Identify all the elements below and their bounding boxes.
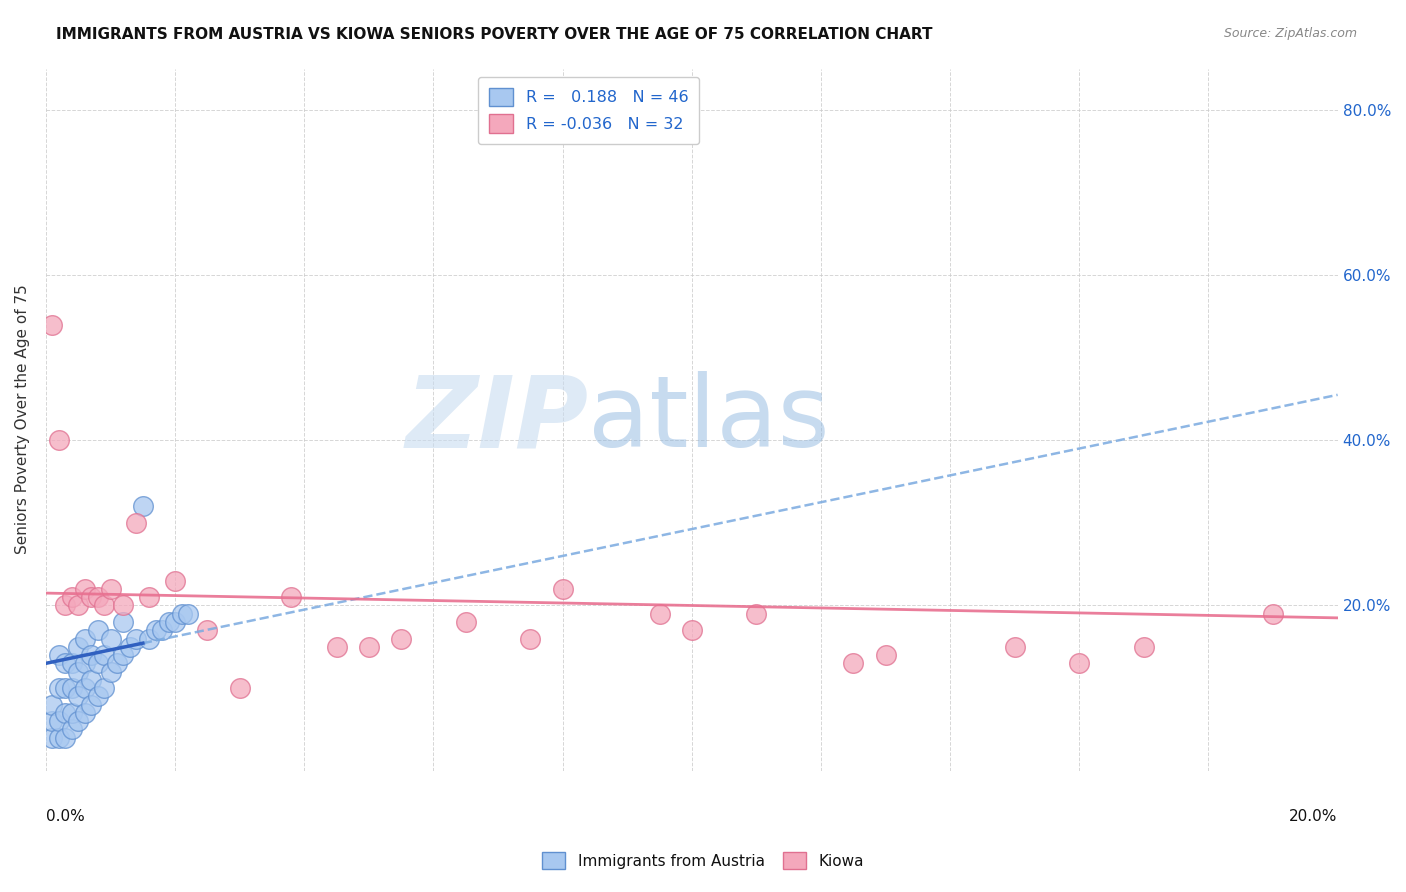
Point <box>48 714 70 728</box>
Text: IMMIGRANTS FROM AUSTRIA VS KIOWA SENIORS POVERTY OVER THE AGE OF 75 CORRELATION : IMMIGRANTS FROM AUSTRIA VS KIOWA SENIORS… <box>56 27 932 42</box>
Point <box>67 599 90 613</box>
Point <box>60 657 83 671</box>
Point <box>67 640 90 654</box>
Y-axis label: Seniors Poverty Over the Age of 75: Seniors Poverty Over the Age of 75 <box>15 285 30 555</box>
Point <box>112 615 135 629</box>
Point <box>280 591 302 605</box>
Point <box>1133 640 1156 654</box>
Point <box>86 690 108 704</box>
Point <box>93 681 115 695</box>
Point <box>53 681 76 695</box>
Point <box>132 500 155 514</box>
Point <box>150 624 173 638</box>
Point <box>67 690 90 704</box>
Point <box>165 574 187 588</box>
Point <box>389 632 412 646</box>
Point <box>170 607 193 621</box>
Point <box>73 657 96 671</box>
Point <box>125 632 148 646</box>
Point <box>1069 657 1091 671</box>
Point <box>60 681 83 695</box>
Point <box>48 681 70 695</box>
Point <box>60 706 83 720</box>
Point <box>100 632 122 646</box>
Point <box>41 318 63 332</box>
Point <box>112 648 135 662</box>
Point <box>519 632 541 646</box>
Point <box>80 698 103 712</box>
Point <box>145 624 167 638</box>
Text: 20.0%: 20.0% <box>1289 809 1337 824</box>
Point <box>165 615 187 629</box>
Point <box>60 723 83 737</box>
Text: 0.0%: 0.0% <box>46 809 84 824</box>
Point <box>125 516 148 530</box>
Point <box>93 599 115 613</box>
Point <box>112 599 135 613</box>
Legend: Immigrants from Austria, Kiowa: Immigrants from Austria, Kiowa <box>536 846 870 875</box>
Text: ZIP: ZIP <box>405 371 589 468</box>
Legend: R =   0.188   N = 46, R = -0.036   N = 32: R = 0.188 N = 46, R = -0.036 N = 32 <box>478 77 699 144</box>
Point <box>1261 607 1284 621</box>
Point <box>745 607 768 621</box>
Point <box>177 607 200 621</box>
Point <box>138 591 160 605</box>
Point <box>842 657 865 671</box>
Point <box>105 657 128 671</box>
Point <box>118 640 141 654</box>
Point <box>53 731 76 745</box>
Point <box>53 657 76 671</box>
Point <box>86 591 108 605</box>
Point <box>73 706 96 720</box>
Point <box>197 624 219 638</box>
Point <box>86 657 108 671</box>
Point <box>67 665 90 679</box>
Point <box>41 731 63 745</box>
Point <box>67 714 90 728</box>
Point <box>875 648 897 662</box>
Point <box>41 698 63 712</box>
Point <box>53 706 76 720</box>
Point <box>454 615 477 629</box>
Point <box>100 582 122 596</box>
Point <box>681 624 703 638</box>
Point <box>48 648 70 662</box>
Point <box>93 648 115 662</box>
Point <box>60 591 83 605</box>
Point <box>80 591 103 605</box>
Point <box>73 681 96 695</box>
Point <box>357 640 380 654</box>
Point <box>73 632 96 646</box>
Point <box>73 582 96 596</box>
Text: Source: ZipAtlas.com: Source: ZipAtlas.com <box>1223 27 1357 40</box>
Point <box>325 640 347 654</box>
Point <box>648 607 671 621</box>
Point <box>86 624 108 638</box>
Point <box>48 434 70 448</box>
Point <box>100 665 122 679</box>
Point <box>551 582 574 596</box>
Point <box>80 673 103 687</box>
Point <box>138 632 160 646</box>
Point <box>53 599 76 613</box>
Text: atlas: atlas <box>589 371 830 468</box>
Point <box>80 648 103 662</box>
Point <box>41 714 63 728</box>
Point <box>1004 640 1026 654</box>
Point <box>48 731 70 745</box>
Point <box>157 615 180 629</box>
Point <box>228 681 250 695</box>
